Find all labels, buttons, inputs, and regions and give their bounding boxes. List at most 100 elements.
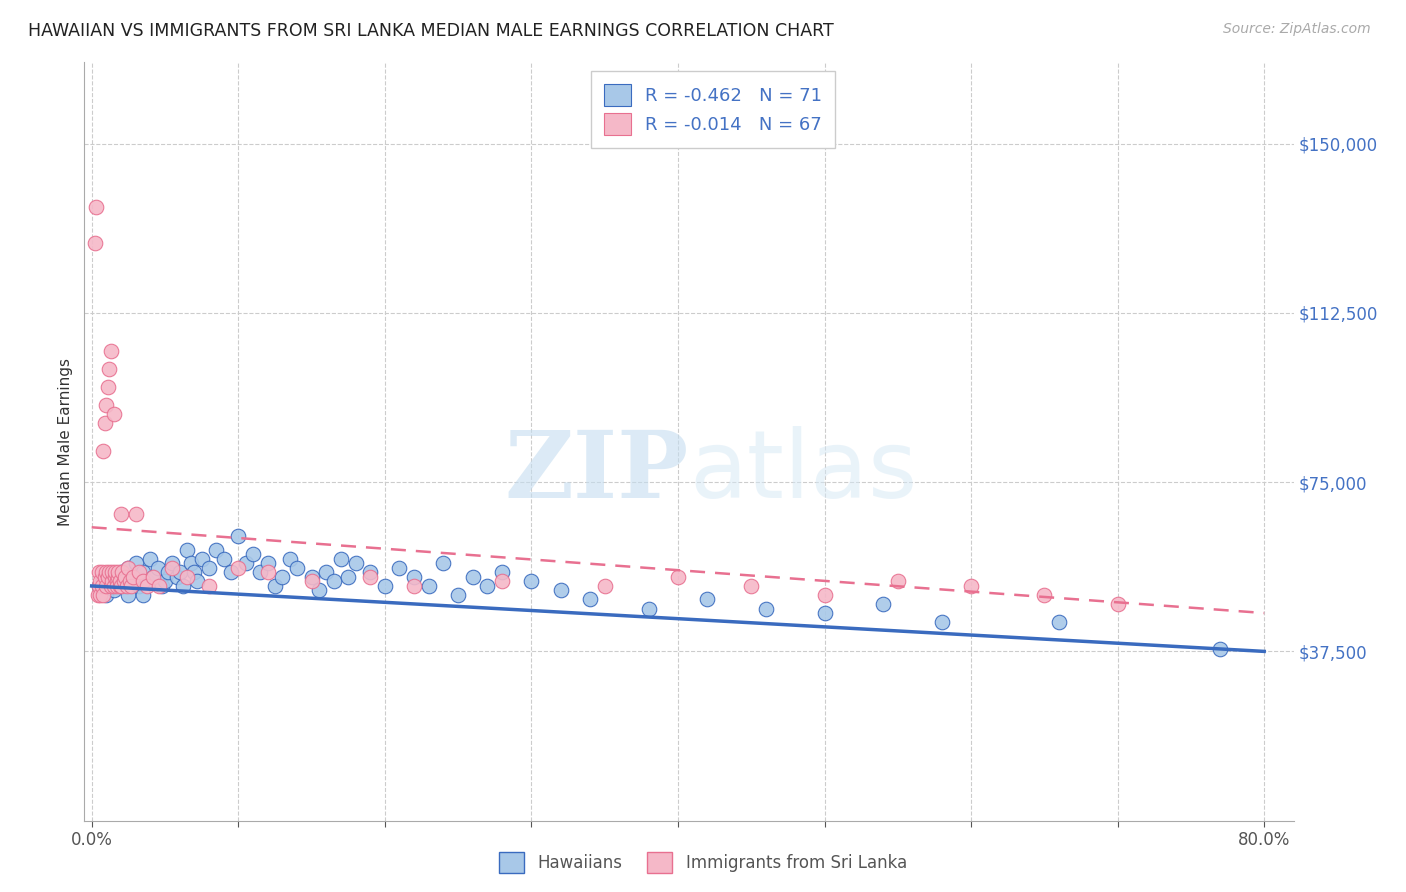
Point — [322, 574, 344, 589]
Point — [91, 566, 114, 580]
Point — [150, 579, 173, 593]
Point — [477, 579, 499, 593]
Point — [491, 574, 513, 589]
Point — [359, 566, 381, 580]
Point — [108, 579, 131, 593]
Point — [418, 579, 440, 593]
Point — [118, 574, 141, 589]
Point — [111, 566, 134, 580]
Point — [114, 570, 136, 584]
Point — [249, 566, 271, 580]
Point — [103, 408, 125, 422]
Point — [84, 200, 107, 214]
Point — [97, 570, 120, 584]
Point — [128, 579, 150, 593]
Text: ZIP: ZIP — [505, 427, 689, 516]
Point — [242, 547, 264, 561]
Point — [1047, 615, 1070, 629]
Point — [98, 570, 121, 584]
Point — [107, 566, 129, 580]
Point — [491, 566, 513, 580]
Point — [112, 579, 135, 593]
Point — [256, 557, 278, 571]
Point — [960, 579, 983, 593]
Point — [98, 566, 121, 580]
Point — [169, 566, 191, 580]
Point — [696, 592, 718, 607]
Point — [872, 597, 894, 611]
Point — [404, 579, 426, 593]
Point — [183, 566, 205, 580]
Point — [117, 561, 139, 575]
Point — [132, 588, 155, 602]
Point — [142, 570, 165, 584]
Point — [190, 552, 212, 566]
Point — [107, 574, 129, 589]
Point — [755, 601, 778, 615]
Point — [461, 570, 484, 584]
Point — [93, 588, 115, 602]
Point — [146, 561, 169, 575]
Point — [666, 570, 689, 584]
Point — [98, 362, 121, 376]
Point — [100, 344, 122, 359]
Point — [176, 542, 198, 557]
Point — [520, 574, 543, 589]
Point — [132, 574, 155, 589]
Point — [97, 380, 120, 394]
Point — [180, 557, 202, 571]
Point — [87, 579, 110, 593]
Point — [120, 579, 142, 593]
Point — [142, 570, 165, 584]
Point — [1107, 597, 1129, 611]
Point — [87, 579, 110, 593]
Point — [308, 583, 330, 598]
Point — [285, 561, 308, 575]
Point — [337, 570, 360, 584]
Point — [301, 574, 323, 589]
Point — [162, 561, 184, 575]
Point — [91, 579, 114, 593]
Point — [212, 552, 235, 566]
Point — [1209, 642, 1232, 657]
Point — [637, 601, 659, 615]
Point — [101, 566, 124, 580]
Point — [93, 443, 115, 458]
Point — [198, 579, 221, 593]
Text: HAWAIIAN VS IMMIGRANTS FROM SRI LANKA MEDIAN MALE EARNINGS CORRELATION CHART: HAWAIIAN VS IMMIGRANTS FROM SRI LANKA ME… — [28, 22, 834, 40]
Point — [103, 579, 125, 593]
Point — [278, 552, 301, 566]
Point — [374, 579, 396, 593]
Point — [226, 561, 249, 575]
Point — [205, 542, 228, 557]
Point — [117, 588, 139, 602]
Point — [83, 235, 105, 250]
Point — [101, 574, 124, 589]
Point — [107, 570, 129, 584]
Point — [103, 583, 125, 598]
Point — [110, 507, 132, 521]
Point — [315, 566, 337, 580]
Point — [388, 561, 411, 575]
Point — [132, 566, 155, 580]
Point — [112, 574, 135, 589]
Point — [1033, 588, 1056, 602]
Point — [172, 579, 194, 593]
Point — [86, 588, 108, 602]
Point — [148, 579, 170, 593]
Point — [176, 570, 198, 584]
Point — [235, 557, 257, 571]
Point — [550, 583, 572, 598]
Point — [813, 606, 835, 620]
Point — [198, 561, 221, 575]
Point — [105, 574, 128, 589]
Point — [105, 579, 128, 593]
Point — [264, 579, 287, 593]
Point — [186, 574, 208, 589]
Point — [887, 574, 910, 589]
Point — [359, 570, 381, 584]
Point — [117, 561, 139, 575]
Point — [94, 570, 117, 584]
Point — [96, 566, 118, 580]
Point — [432, 557, 454, 571]
